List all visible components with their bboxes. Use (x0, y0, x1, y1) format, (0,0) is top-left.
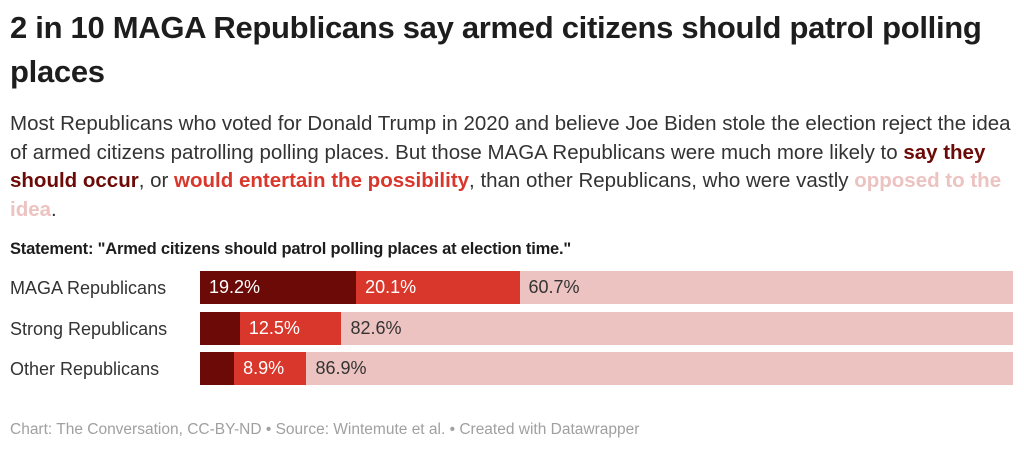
desc-text: Most Republicans who voted for Donald Tr… (10, 112, 1011, 164)
chart-statement: Statement: "Armed citizens should patrol… (10, 240, 572, 258)
bar-segment-maybe: 8.9% (234, 352, 307, 385)
data-label: 60.7% (528, 277, 580, 297)
category-label: MAGA Republicans (10, 278, 167, 298)
bar-segment-oppose: 86.9% (306, 352, 1013, 385)
stacked-bar: 19.2% 20.1% 60.7% (200, 271, 1013, 304)
bar-row: Strong Republicans 12.5% 82.6% (0, 312, 1024, 345)
bar-segment-maybe: 20.1% (356, 271, 520, 304)
data-label: 82.6% (350, 318, 402, 338)
desc-text: . (51, 197, 57, 221)
key-maybe: would entertain the possibility (174, 169, 470, 192)
stacked-bar: 12.5% 82.6% (200, 312, 1013, 345)
bar-segment-support (200, 312, 240, 345)
data-label: 12.5% (248, 318, 300, 338)
bar-row: MAGA Republicans 19.2% 20.1% 60.7% (0, 271, 1024, 304)
bar-segment-support: 19.2% (200, 271, 357, 304)
key-support: say they should occur (10, 140, 986, 193)
chart-description: Most Republicans who voted for Donald Tr… (10, 110, 1015, 224)
category-label: Strong Republicans (10, 319, 168, 339)
data-label: 19.2% (209, 277, 261, 297)
category-label: Other Republicans (10, 359, 160, 379)
bar-row: Other Republicans 8.9% 86.9% (0, 352, 1024, 385)
chart-title: 2 in 10 MAGA Republicans say armed citiz… (10, 10, 982, 89)
key-oppose: opposed to the idea (10, 169, 1002, 221)
bar-segment-oppose: 60.7% (519, 271, 1013, 304)
bar-segment-maybe: 12.5% (239, 312, 342, 345)
stacked-bar: 8.9% 86.9% (200, 352, 1013, 385)
desc-text: , than other Republicans, who were vastl… (469, 169, 855, 192)
data-label: 8.9% (243, 358, 285, 378)
bar-segment-oppose: 82.6% (341, 312, 1013, 345)
data-label: 20.1% (365, 277, 417, 297)
bar-segment-support (200, 352, 235, 385)
desc-text: , or (138, 169, 175, 192)
footer: Chart: The Conversation, CC-BY-ND • Sour… (10, 421, 640, 438)
data-label: 86.9% (315, 358, 367, 378)
